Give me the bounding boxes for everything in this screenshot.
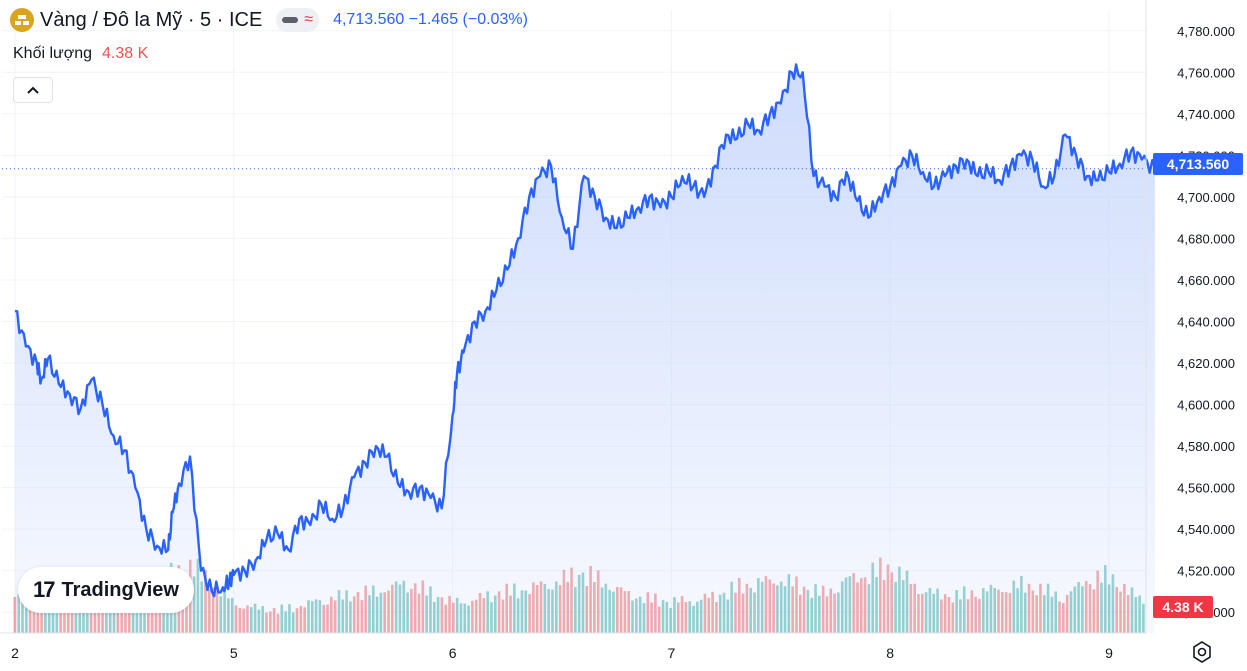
last-price-tag: 4,713.560 xyxy=(1153,153,1243,175)
chart-style-pill[interactable]: ≈ xyxy=(276,8,320,32)
price-line xyxy=(14,63,1157,598)
chevron-up-icon xyxy=(27,86,39,94)
y-tick-label: 4,700.000 xyxy=(1177,190,1235,205)
y-tick-label: 4,620.000 xyxy=(1177,356,1235,371)
y-tick-label: 4,660.000 xyxy=(1177,273,1235,288)
gear-icon[interactable] xyxy=(1190,640,1214,664)
y-tick-label: 4,600.000 xyxy=(1177,398,1235,413)
x-tick-label: 2 xyxy=(11,645,19,661)
y-tick-label: 4,680.000 xyxy=(1177,231,1235,246)
y-tick-label: 4,560.000 xyxy=(1177,481,1235,496)
price-change: 4,713.560 −1.465 (−0.03%) xyxy=(333,11,528,28)
volume-legend: Khối lượng 4.38 K xyxy=(13,45,148,63)
y-tick-label: 4,780.000 xyxy=(1177,24,1235,39)
y-tick-label: 4,520.000 xyxy=(1177,564,1235,579)
symbol-legend: Vàng / Đô la Mỹ · 5 · ICE ≈ 4,713.560 −1… xyxy=(10,8,528,32)
tradingview-mark-icon: 17 xyxy=(33,577,56,602)
x-tick-label: 9 xyxy=(1105,645,1113,661)
y-tick-label: 4,540.000 xyxy=(1177,522,1235,537)
symbol-title[interactable]: Vàng / Đô la Mỹ · 5 · ICE xyxy=(40,8,263,31)
x-tick-label: 5 xyxy=(230,645,238,661)
x-tick-label: 6 xyxy=(449,645,457,661)
logo-text: TradingView xyxy=(61,578,179,601)
volume-label: Khối lượng xyxy=(13,45,93,62)
volume-value: 4.38 K xyxy=(102,45,149,62)
y-tick-label: 4,580.000 xyxy=(1177,439,1235,454)
y-tick-label: 4,640.000 xyxy=(1177,315,1235,330)
x-tick-label: 7 xyxy=(668,645,676,661)
y-tick-label: 4,760.000 xyxy=(1177,65,1235,80)
wave-icon[interactable]: ≈ xyxy=(304,11,314,28)
y-tick-label: 4,740.000 xyxy=(1177,107,1235,122)
tradingview-logo[interactable]: 17 TradingView xyxy=(18,567,194,613)
last-volume-tag: 4.38 K xyxy=(1153,596,1213,618)
line-style-icon[interactable] xyxy=(282,17,299,23)
volume-bar xyxy=(13,597,17,633)
gold-bars-icon[interactable] xyxy=(10,8,34,32)
x-tick-label: 8 xyxy=(886,645,894,661)
price-area xyxy=(15,64,1155,633)
collapse-legend-button[interactable] xyxy=(13,77,53,103)
